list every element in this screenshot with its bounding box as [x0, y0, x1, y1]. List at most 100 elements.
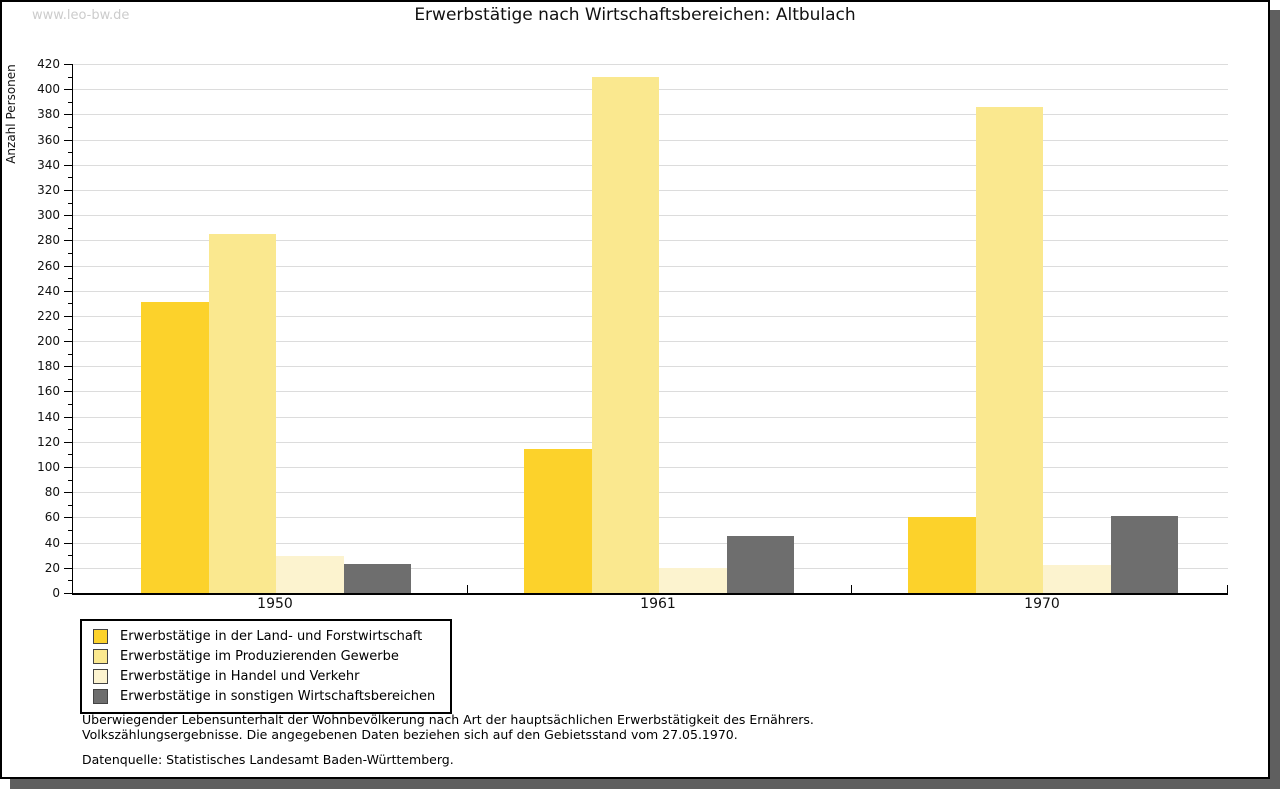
- y-tick-label-400: 400: [37, 82, 60, 97]
- y-major-tick-80: [64, 492, 72, 494]
- y-major-tick-140: [64, 416, 72, 418]
- y-axis-ticks: [64, 64, 72, 594]
- y-minor-tick-250: [68, 278, 72, 280]
- legend-swatch-icon: [93, 668, 108, 684]
- y-major-tick-240: [64, 290, 72, 292]
- bar-1961-series-1: [524, 449, 592, 593]
- y-minor-tick-350: [68, 152, 72, 154]
- y-tick-label-360: 360: [37, 132, 60, 147]
- footnote-line-1: Überwiegender Lebensunterhalt der Wohnbe…: [82, 712, 814, 727]
- bar-1950-series-4: [343, 564, 411, 593]
- y-minor-tick-210: [68, 328, 72, 330]
- y-major-tick-220: [64, 315, 72, 317]
- x-tick-label-1961: 1961: [640, 596, 676, 612]
- y-major-tick-200: [64, 341, 72, 343]
- bar-1970-series-3: [1043, 565, 1111, 593]
- y-tick-label-80: 80: [44, 485, 60, 500]
- y-minor-tick-10: [68, 580, 72, 582]
- y-major-tick-320: [64, 189, 72, 191]
- bar-1961-series-2: [591, 76, 659, 593]
- bar-1970-series-4: [1110, 516, 1178, 593]
- y-major-tick-160: [64, 391, 72, 393]
- y-major-tick-340: [64, 164, 72, 166]
- legend-label: Erwerbstätige in sonstigen Wirtschaftsbe…: [120, 688, 436, 704]
- legend-label: Erwerbstätige in Handel und Verkehr: [120, 668, 360, 684]
- y-minor-tick-50: [68, 530, 72, 532]
- bar-1970-series-2: [975, 106, 1043, 593]
- y-minor-tick-310: [68, 202, 72, 204]
- y-tick-label-0: 0: [52, 586, 60, 600]
- y-tick-label-40: 40: [44, 535, 60, 550]
- y-tick-label-260: 260: [37, 258, 60, 273]
- y-major-tick-420: [64, 64, 72, 65]
- y-tick-label-160: 160: [37, 384, 60, 399]
- x-tick-label-1970: 1970: [1024, 596, 1060, 612]
- y-tick-label-180: 180: [37, 359, 60, 374]
- bar-1950-series-1: [141, 302, 209, 593]
- footnote-line-2: Volkszählungsergebnisse. Die angegebenen…: [82, 727, 738, 742]
- plot-area: [72, 64, 1228, 595]
- y-major-tick-380: [64, 114, 72, 116]
- x-axis-tick-labels: 1950 1961 1970: [72, 596, 1227, 614]
- y-major-tick-180: [64, 366, 72, 368]
- y-tick-label-200: 200: [37, 334, 60, 349]
- bar-1961-series-3: [659, 567, 727, 593]
- legend-row-3: Erwerbstätige in Handel und Verkehr: [90, 666, 442, 686]
- x-axis-tick-1: [467, 585, 468, 593]
- y-axis-tick-labels: 0 20 40 60 80 100 120 140 160 180 200 220 240 260 280 3…: [2, 57, 60, 600]
- y-major-tick-20: [64, 567, 72, 569]
- y-minor-tick-170: [68, 378, 72, 380]
- page-title: Erwerbstätige nach Wirtschaftsbereichen:…: [414, 5, 856, 25]
- bar-1961-series-4: [726, 536, 794, 593]
- bar-1950-series-3: [276, 556, 344, 593]
- y-tick-label-320: 320: [37, 182, 60, 197]
- legend-swatch-icon: [93, 628, 108, 644]
- y-tick-label-300: 300: [37, 208, 60, 223]
- y-minor-tick-410: [68, 76, 72, 78]
- legend-row-1: Erwerbstätige in der Land- und Forstwirt…: [90, 626, 442, 646]
- legend-label: Erwerbstätige in der Land- und Forstwirt…: [120, 628, 423, 644]
- y-tick-label-60: 60: [44, 510, 60, 525]
- y-minor-tick-110: [68, 454, 72, 456]
- y-minor-tick-270: [68, 252, 72, 254]
- y-major-tick-400: [64, 89, 72, 91]
- legend-swatch-icon: [93, 688, 108, 704]
- y-major-tick-260: [64, 265, 72, 267]
- y-major-tick-100: [64, 467, 72, 469]
- y-tick-label-340: 340: [37, 157, 60, 172]
- y-minor-tick-70: [68, 504, 72, 506]
- y-major-tick-60: [64, 517, 72, 519]
- legend-label: Erwerbstätige im Produzierenden Gewerbe: [120, 648, 399, 664]
- y-major-tick-120: [64, 441, 72, 443]
- legend-row-2: Erwerbstätige im Produzierenden Gewerbe: [90, 646, 442, 666]
- y-tick-label-420: 420: [37, 57, 60, 71]
- y-minor-tick-390: [68, 101, 72, 103]
- x-axis-tick-3: [1227, 585, 1228, 593]
- y-major-tick-0: [64, 593, 72, 594]
- y-minor-tick-290: [68, 227, 72, 229]
- x-tick-label-1950: 1950: [257, 596, 293, 612]
- y-minor-tick-90: [68, 479, 72, 481]
- y-major-tick-280: [64, 240, 72, 242]
- y-minor-tick-330: [68, 177, 72, 179]
- y-major-tick-40: [64, 542, 72, 544]
- bar-1970-series-1: [908, 517, 976, 593]
- gridline-420: [73, 64, 1228, 65]
- y-minor-tick-230: [68, 303, 72, 305]
- legend-box: Erwerbstätige in der Land- und Forstwirt…: [80, 619, 452, 714]
- y-tick-label-240: 240: [37, 283, 60, 298]
- y-minor-tick-150: [68, 404, 72, 406]
- watermark-text: www.leo-bw.de: [32, 8, 130, 23]
- bar-1950-series-2: [208, 234, 276, 593]
- y-tick-label-100: 100: [37, 460, 60, 475]
- y-tick-label-20: 20: [44, 560, 60, 575]
- chart-panel: www.leo-bw.de Erwerbstätige nach Wirtsch…: [0, 0, 1270, 779]
- x-axis-tick-2: [851, 585, 852, 593]
- y-minor-tick-190: [68, 353, 72, 355]
- legend-row-4: Erwerbstätige in sonstigen Wirtschaftsbe…: [90, 686, 442, 706]
- y-tick-label-140: 140: [37, 409, 60, 424]
- y-major-tick-300: [64, 215, 72, 217]
- y-minor-tick-130: [68, 429, 72, 431]
- y-tick-label-120: 120: [37, 434, 60, 449]
